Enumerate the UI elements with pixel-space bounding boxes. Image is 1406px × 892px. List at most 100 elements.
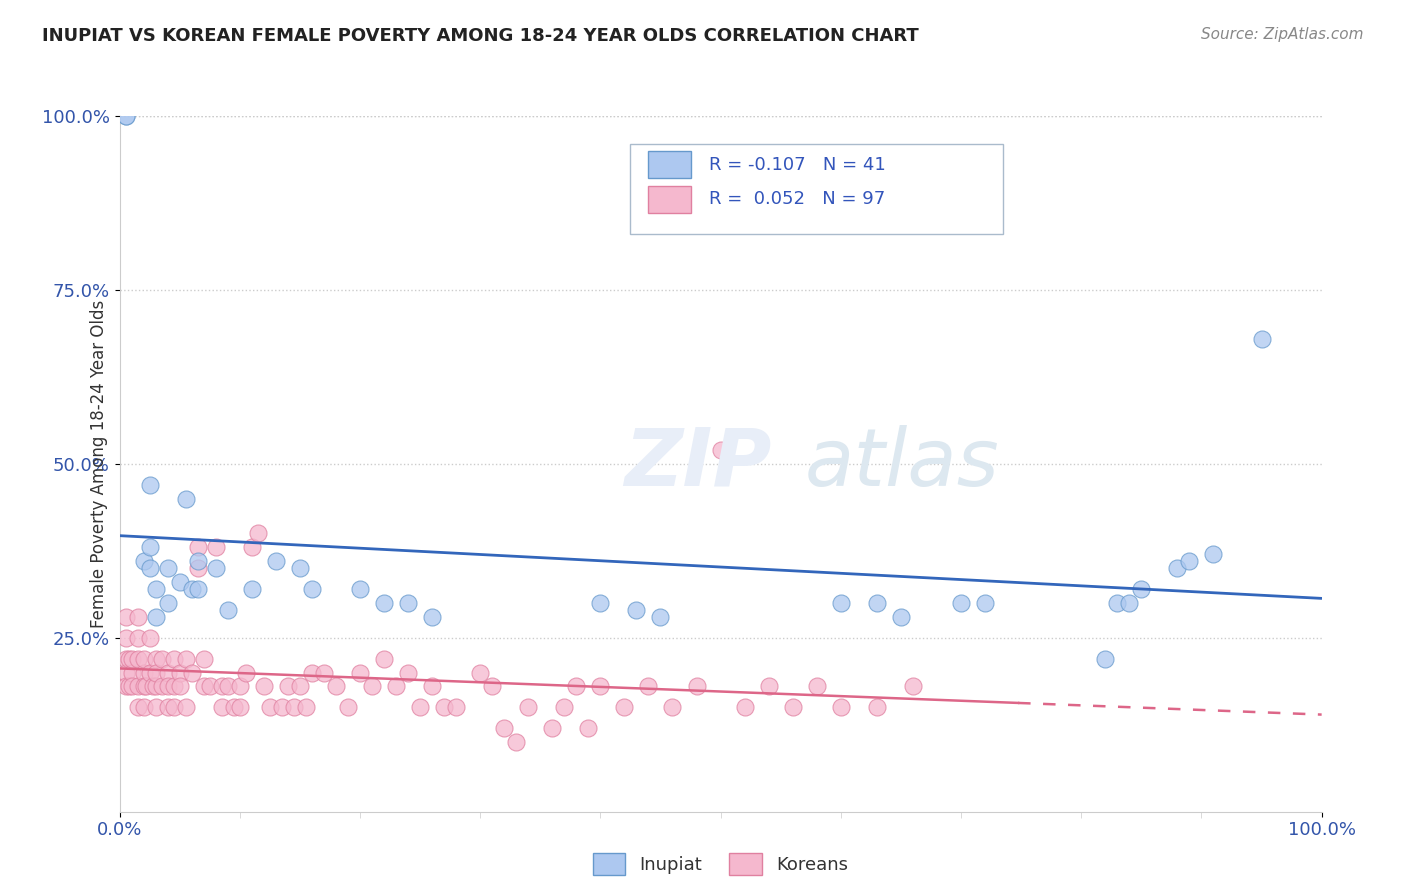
Point	[145, 700, 167, 714]
Point	[481, 680, 503, 694]
Point	[866, 596, 889, 610]
Point	[127, 700, 149, 714]
Point	[468, 665, 492, 680]
Point	[385, 680, 408, 694]
Point	[156, 596, 179, 610]
Point	[734, 700, 756, 714]
Point	[180, 665, 202, 680]
Point	[169, 680, 191, 694]
Point	[613, 700, 636, 714]
Point	[253, 680, 276, 694]
Point	[288, 680, 311, 694]
Point	[505, 735, 527, 749]
Point	[373, 651, 395, 665]
Point	[162, 700, 184, 714]
Point	[288, 561, 311, 575]
Point	[349, 665, 371, 680]
Point	[589, 680, 612, 694]
Point	[135, 680, 157, 694]
Point	[187, 561, 209, 575]
Point	[187, 554, 209, 568]
Text: INUPIAT VS KOREAN FEMALE POVERTY AMONG 18-24 YEAR OLDS CORRELATION CHART: INUPIAT VS KOREAN FEMALE POVERTY AMONG 1…	[42, 27, 920, 45]
Point	[132, 680, 155, 694]
Point	[211, 700, 233, 714]
Point	[180, 582, 202, 596]
Point	[336, 700, 359, 714]
Text: R = -0.107   N = 41: R = -0.107 N = 41	[709, 156, 886, 174]
Point	[145, 651, 167, 665]
Point	[204, 561, 226, 575]
Point	[156, 680, 179, 694]
Point	[228, 680, 252, 694]
Point	[444, 700, 467, 714]
Point	[637, 680, 659, 694]
FancyBboxPatch shape	[648, 186, 690, 212]
Point	[235, 665, 257, 680]
Text: R =  0.052   N = 97: R = 0.052 N = 97	[709, 191, 884, 209]
Point	[156, 665, 179, 680]
Point	[114, 109, 136, 123]
Point	[187, 541, 209, 555]
Point	[127, 651, 149, 665]
Point	[174, 700, 197, 714]
Point	[121, 680, 143, 694]
Point	[142, 680, 165, 694]
Point	[145, 680, 167, 694]
Point	[138, 541, 160, 555]
Point	[1094, 651, 1116, 665]
Point	[949, 596, 972, 610]
Point	[127, 610, 149, 624]
Point	[661, 700, 683, 714]
Point	[121, 651, 143, 665]
Point	[709, 442, 731, 457]
Point	[150, 651, 173, 665]
Point	[132, 651, 155, 665]
Point	[277, 680, 299, 694]
Point	[373, 596, 395, 610]
Point	[349, 582, 371, 596]
Point	[325, 680, 347, 694]
Text: ZIP: ZIP	[624, 425, 772, 503]
Point	[312, 665, 335, 680]
Text: atlas: atlas	[804, 425, 1000, 503]
Point	[1130, 582, 1153, 596]
Point	[204, 541, 226, 555]
Point	[1118, 596, 1140, 610]
Point	[114, 680, 136, 694]
Point	[361, 680, 384, 694]
Point	[127, 680, 149, 694]
Point	[830, 596, 852, 610]
Legend: Inupiat, Koreans: Inupiat, Koreans	[585, 847, 856, 883]
Point	[541, 721, 564, 735]
Y-axis label: Female Poverty Among 18-24 Year Olds: Female Poverty Among 18-24 Year Olds	[90, 300, 108, 628]
Point	[156, 700, 179, 714]
Point	[211, 680, 233, 694]
Text: Source: ZipAtlas.com: Source: ZipAtlas.com	[1201, 27, 1364, 42]
Point	[114, 651, 136, 665]
Point	[132, 665, 155, 680]
Point	[517, 700, 540, 714]
Point	[228, 700, 252, 714]
Point	[138, 561, 160, 575]
Point	[138, 477, 160, 491]
Point	[295, 700, 318, 714]
Point	[138, 665, 160, 680]
Point	[420, 610, 443, 624]
Point	[187, 582, 209, 596]
Point	[589, 596, 612, 610]
Point	[198, 680, 221, 694]
Point	[433, 700, 456, 714]
Point	[259, 700, 281, 714]
Point	[409, 700, 432, 714]
Point	[121, 665, 143, 680]
Point	[174, 651, 197, 665]
Point	[565, 680, 588, 694]
Point	[169, 575, 191, 590]
Point	[118, 651, 141, 665]
Point	[118, 680, 141, 694]
Point	[301, 665, 323, 680]
Point	[650, 610, 672, 624]
Point	[162, 680, 184, 694]
Point	[301, 582, 323, 596]
Point	[150, 680, 173, 694]
